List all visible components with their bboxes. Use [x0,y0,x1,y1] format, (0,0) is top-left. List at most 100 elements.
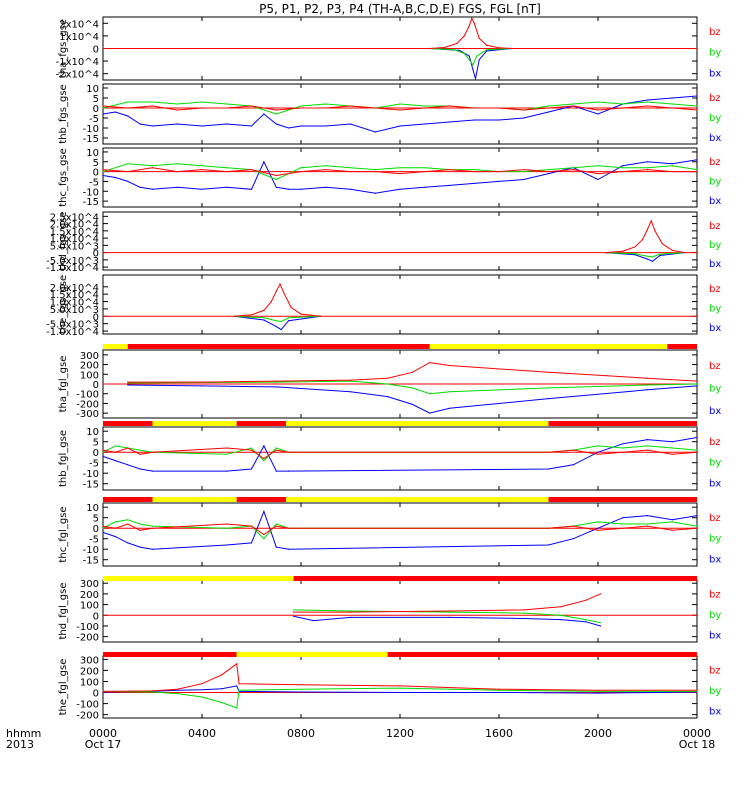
data-point [201,101,203,103]
y-tick-label: 0 [93,312,99,323]
data-point [585,599,587,601]
data-point [696,449,698,451]
data-point [349,610,352,612]
data-point [646,525,649,527]
data-point [102,105,104,107]
data-point [176,171,178,173]
y-tick-label: 5 [93,94,99,105]
mode-segment-red [127,344,430,349]
data-point [572,525,574,527]
data-point [547,387,550,389]
legend-bx: bx [709,631,721,642]
data-point [572,538,574,540]
data-point [471,17,473,19]
series-bx [429,47,512,80]
series-bz [127,362,698,383]
data-point [288,451,290,453]
data-point [349,611,352,613]
data-point [498,119,500,121]
y-tick-label: 5 [93,158,99,169]
data-point [275,449,277,451]
data-point [139,186,141,188]
data-point [473,107,475,109]
series-line-bx [293,615,601,627]
data-point [448,611,451,613]
data-point [250,169,253,171]
y-tick-label: -10 [83,545,99,556]
y-tick-label: 200 [80,590,99,601]
legend-bx: bx [709,196,721,207]
data-point [312,620,314,622]
y-tick-label: -100 [76,390,99,401]
data-point [201,683,203,685]
y-tick-label: -200 [76,633,99,644]
data-point [671,163,673,165]
data-point [641,239,644,241]
y-tick-label: 2x10^4 [59,19,99,30]
data-point [288,470,290,472]
data-point [498,689,500,691]
data-point [226,453,228,455]
data-point [226,544,228,546]
data-point [275,178,277,181]
legend-by: by [709,610,721,621]
data-point [151,101,154,103]
data-point [597,109,599,111]
data-point [476,55,478,57]
data-point [599,622,602,624]
data-point [671,521,673,523]
series-bx [102,509,698,550]
y-tick-label: -1.0x10^4 [46,327,99,338]
series-line-by [429,48,512,66]
data-point [263,533,265,536]
y-tick-label: -5 [89,177,99,188]
data-point [547,171,550,173]
data-point [279,283,281,285]
data-point [263,113,265,115]
data-point [250,449,253,451]
series-bz [233,282,322,317]
data-point [523,612,525,614]
data-point [320,315,322,317]
data-point [572,105,574,107]
data-point [250,105,253,107]
data-point [263,460,265,462]
data-point [275,546,277,548]
data-point [325,125,327,127]
data-point [560,606,562,608]
data-point [288,127,290,129]
data-point [429,412,431,414]
data-point [399,173,401,175]
data-point [634,246,636,248]
data-point [498,688,500,690]
data-point [127,542,129,544]
data-point [349,171,352,173]
data-point [387,377,389,379]
data-point [597,521,599,523]
legend-bz: bz [709,157,721,168]
y-tick-label: 5 [93,514,99,525]
series-line-bz [293,593,601,613]
data-point [226,447,228,449]
data-point [411,403,413,405]
y-tick-label: -5 [89,535,99,546]
data-point [547,468,550,470]
series-line-bx [102,437,698,472]
data-point [236,663,238,665]
data-point [696,169,698,171]
legend-by: by [709,303,721,314]
series-line-bx [102,509,698,550]
data-point [280,329,282,331]
data-point [263,319,265,321]
y-tick-label: -5.0x10^3 [46,320,99,331]
data-point [547,544,550,546]
series-line-bx [605,252,685,262]
y-axis-label: thd_fgs_gse [58,211,69,270]
data-point [151,451,154,453]
y-tick-label: 200 [80,361,99,372]
data-point [646,523,649,525]
data-point [151,105,154,107]
data-point [646,389,649,391]
series-bz [102,523,698,536]
